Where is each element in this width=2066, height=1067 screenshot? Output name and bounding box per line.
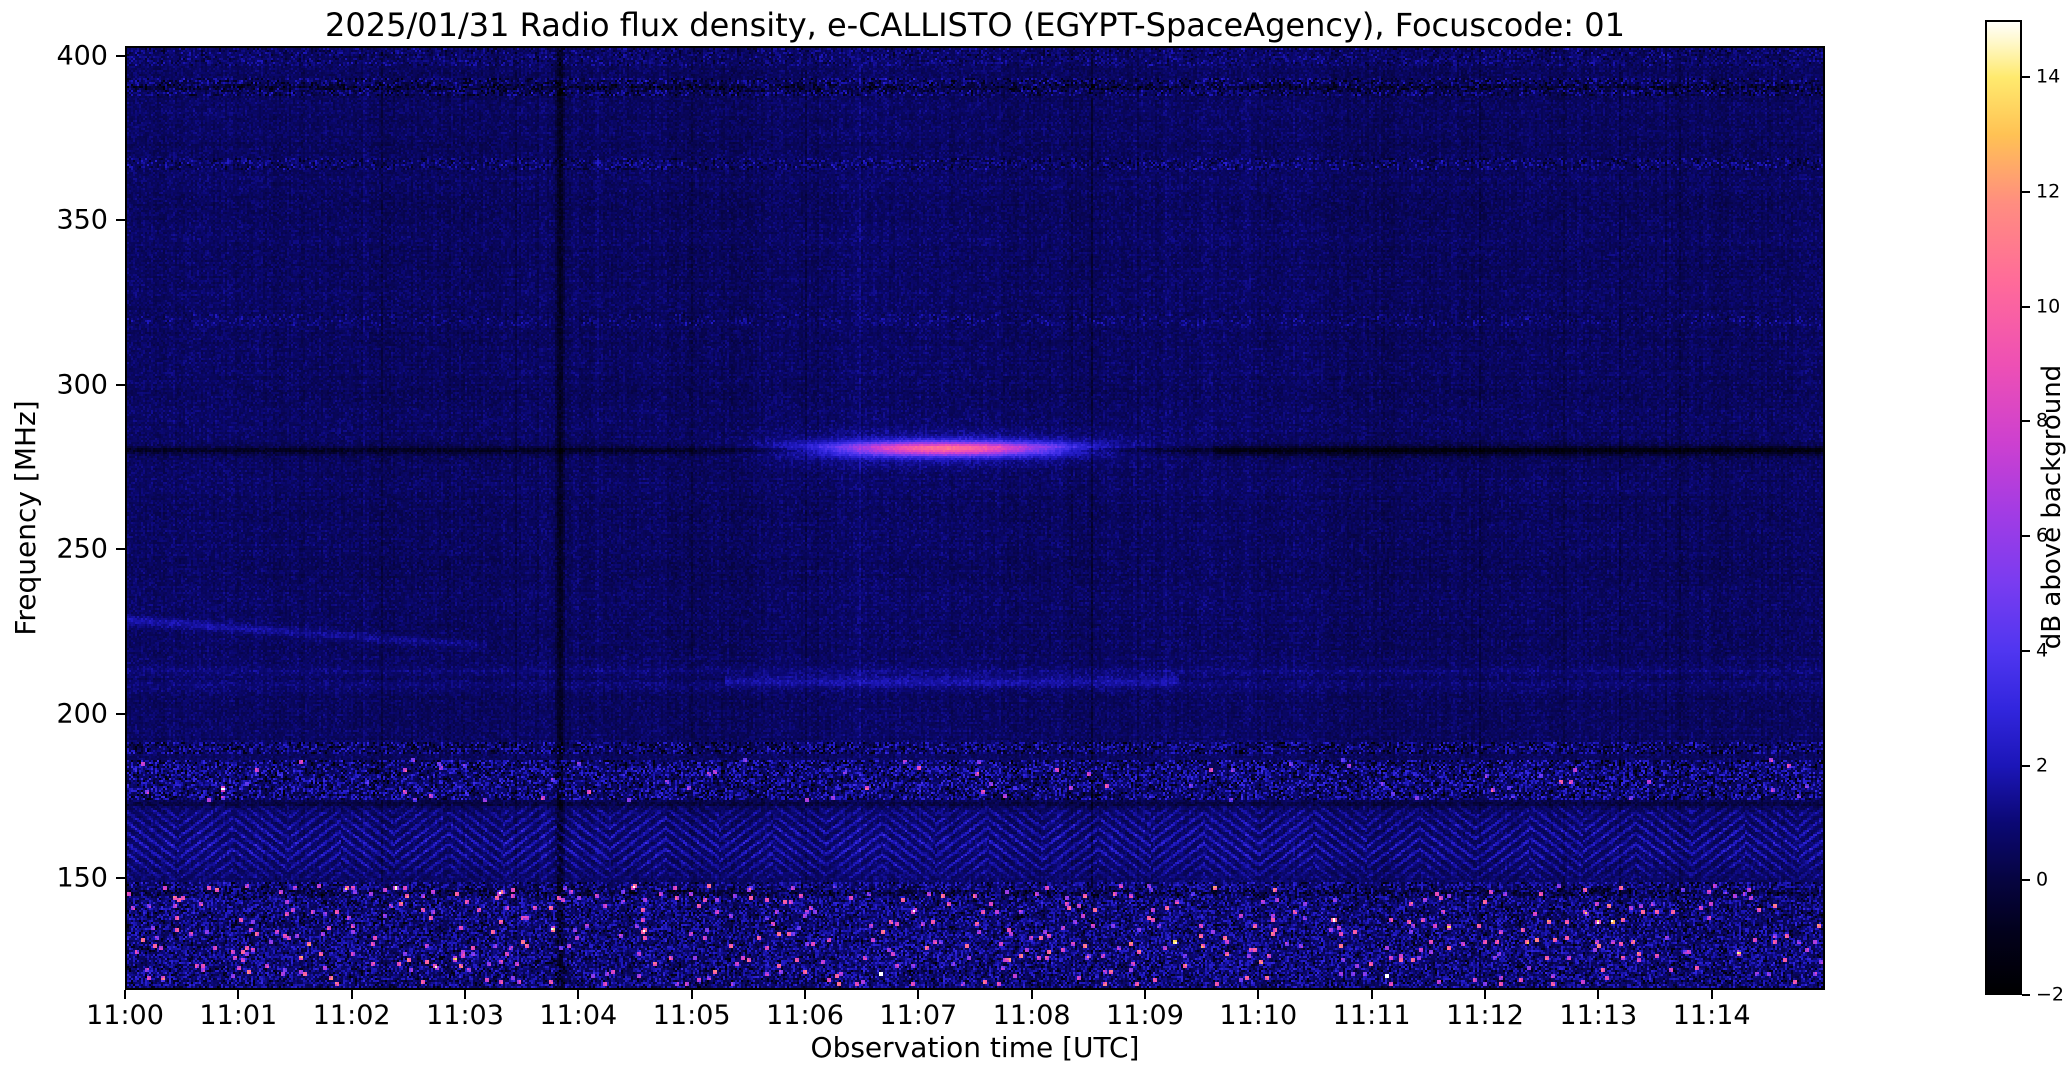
- y-tick-label: 300: [56, 369, 108, 401]
- x-tick-mark: [1144, 990, 1146, 999]
- y-tick-label: 400: [56, 40, 108, 72]
- y-tick-label: 200: [56, 698, 108, 730]
- x-tick-label: 11:11: [1332, 1000, 1411, 1031]
- x-tick-label: 11:09: [1106, 1000, 1184, 1031]
- colorbar-tick-mark: [2022, 535, 2030, 538]
- x-tick-label: 11:01: [199, 1000, 278, 1031]
- spectrogram-canvas: [125, 46, 1825, 990]
- x-tick-mark: [917, 990, 920, 999]
- colorbar-tick-mark: [2022, 191, 2030, 194]
- x-tick-mark: [1597, 990, 1600, 999]
- colorbar-tick-label: 6: [2036, 524, 2049, 547]
- x-tick-label: 11:14: [1672, 1000, 1751, 1031]
- chart-title: 2025/01/31 Radio flux density, e-CALLIST…: [325, 6, 1625, 44]
- x-tick-label: 11:12: [1446, 1000, 1524, 1031]
- x-tick-mark: [350, 990, 353, 999]
- colorbar-tick-label: −2: [2036, 983, 2065, 1006]
- colorbar-tick-label: 0: [2036, 868, 2049, 891]
- colorbar-gradient: [1985, 20, 2022, 995]
- x-tick-label: 11:06: [766, 1000, 844, 1031]
- x-tick-mark: [1484, 990, 1486, 999]
- x-tick-label: 11:05: [652, 1000, 731, 1031]
- colorbar-tick-mark: [2022, 994, 2030, 996]
- x-tick-mark: [237, 990, 240, 999]
- colorbar-tick-mark: [2022, 420, 2030, 423]
- y-tick-mark: [116, 383, 125, 386]
- x-tick-label: 11:10: [1219, 1000, 1298, 1031]
- colorbar-tick-mark: [2022, 305, 2030, 308]
- colorbar-tick-label: 10: [2036, 295, 2061, 318]
- x-tick-label: 11:02: [312, 1000, 391, 1031]
- colorbar-tick-label: 14: [2036, 65, 2061, 88]
- x-tick-mark: [464, 990, 466, 999]
- colorbar-tick-mark: [2022, 879, 2030, 882]
- y-tick-mark: [116, 548, 125, 551]
- colorbar-tick-label: 4: [2036, 639, 2049, 662]
- x-tick-mark: [690, 990, 693, 999]
- x-tick-mark: [1370, 990, 1373, 999]
- x-axis-label: Observation time [UTC]: [810, 1031, 1140, 1064]
- y-tick-label: 350: [56, 204, 108, 236]
- x-tick-label: 11:08: [992, 1000, 1071, 1031]
- colorbar-tick-label: 8: [2036, 409, 2049, 432]
- colorbar-tick-mark: [2022, 649, 2030, 652]
- colorbar-tick-label: 2: [2036, 754, 2049, 777]
- x-tick-mark: [577, 990, 580, 999]
- x-tick-label: 11:03: [426, 1000, 504, 1031]
- y-tick-mark: [116, 877, 125, 880]
- x-tick-mark: [1030, 990, 1033, 999]
- x-tick-label: 11:00: [86, 1000, 164, 1031]
- x-tick-mark: [804, 990, 806, 999]
- x-tick-mark: [1257, 990, 1260, 999]
- colorbar-label: dB above background: [2037, 364, 2066, 650]
- y-tick-mark: [116, 54, 125, 57]
- colorbar-tick-label: 12: [2036, 180, 2061, 203]
- y-tick-mark: [116, 219, 125, 222]
- x-tick-mark: [124, 990, 126, 999]
- y-axis-label: Frequency [MHz]: [9, 400, 42, 636]
- colorbar-tick-mark: [2022, 76, 2030, 79]
- y-tick-label: 150: [56, 862, 108, 894]
- colorbar-tick-mark: [2022, 764, 2030, 767]
- x-tick-label: 11:07: [879, 1000, 958, 1031]
- y-tick-mark: [116, 712, 125, 715]
- x-tick-label: 11:13: [1559, 1000, 1638, 1031]
- x-tick-label: 11:04: [539, 1000, 618, 1031]
- x-tick-mark: [1710, 990, 1713, 999]
- y-tick-label: 250: [56, 533, 108, 565]
